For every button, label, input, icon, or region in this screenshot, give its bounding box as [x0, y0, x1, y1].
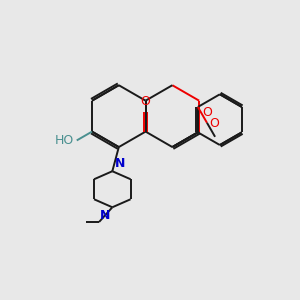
Text: O: O — [209, 117, 219, 130]
Text: O: O — [141, 95, 151, 108]
Text: HO: HO — [55, 134, 74, 147]
Text: N: N — [100, 209, 110, 222]
Text: O: O — [203, 106, 212, 119]
Text: N: N — [114, 157, 125, 170]
